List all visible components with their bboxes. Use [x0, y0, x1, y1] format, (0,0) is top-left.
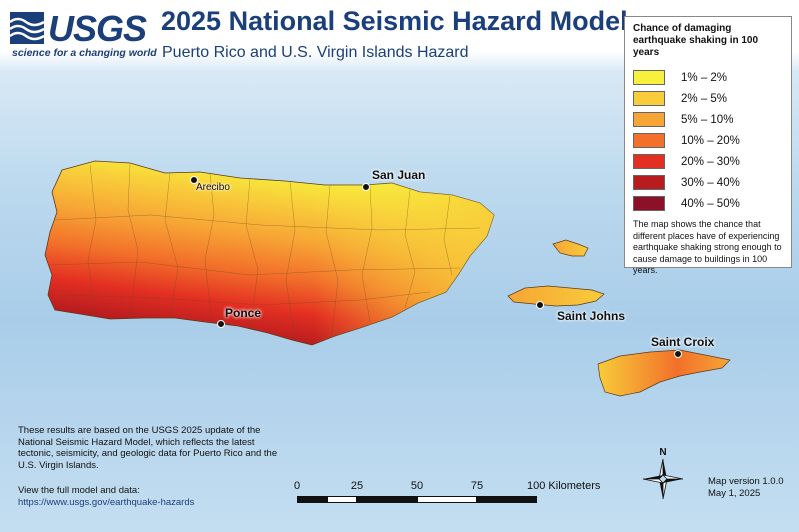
scale-tick: 0	[293, 480, 301, 492]
legend-range-label: 2% – 5%	[681, 92, 728, 105]
legend-swatch	[633, 112, 665, 127]
scale-segment	[477, 496, 537, 503]
legend-swatch	[633, 70, 665, 85]
scale-tick: 100 Kilometers	[527, 480, 601, 492]
scale-segment	[417, 496, 477, 503]
legend-swatch	[633, 196, 665, 211]
legend-range-label: 30% – 40%	[681, 176, 740, 189]
label-ponce: Ponce	[225, 306, 262, 320]
puerto-rico-east-overlay	[45, 161, 494, 345]
legend-item: 1% – 2%	[633, 67, 783, 88]
saint-thomas-island	[552, 239, 589, 257]
label-saint-croix: Saint Croix	[651, 335, 715, 349]
legend-range-label: 10% – 20%	[681, 134, 740, 147]
legend-range-label: 1% – 2%	[681, 71, 728, 84]
usgs-tagline: science for a changing world	[12, 47, 157, 59]
scale-tick: 25	[350, 480, 364, 492]
scale-segment	[327, 496, 357, 503]
map-version: Map version 1.0.0 May 1, 2025	[708, 476, 784, 500]
legend-description: The map shows the chance that different …	[633, 219, 782, 275]
ponce-dot	[217, 320, 225, 328]
earthquake-hazards-link[interactable]: https://www.usgs.gov/earthquake-hazards	[18, 497, 195, 508]
legend-item: 5% – 10%	[633, 109, 783, 130]
san-juan-dot	[362, 183, 370, 191]
arecibo-dot	[190, 176, 198, 184]
usgs-wordmark: USGS	[48, 8, 147, 49]
map-title: 2025 National Seismic Hazard Model	[161, 6, 628, 36]
legend-swatch	[633, 175, 665, 190]
legend-range-label: 40% – 50%	[681, 197, 740, 210]
usgs-wave-icon	[10, 12, 45, 44]
legend-item: 20% – 30%	[633, 151, 783, 172]
legend-item: 30% – 40%	[633, 172, 783, 193]
legend-swatch	[633, 133, 665, 148]
saint-johns-dot	[536, 301, 544, 309]
north-label: N	[659, 447, 666, 458]
saint-johns-island	[507, 285, 605, 307]
legend-title: Chance of damaging earthquake shaking in…	[633, 23, 759, 58]
legend-item: 10% – 20%	[633, 130, 783, 151]
legend-swatch	[633, 154, 665, 169]
saint-croix-island	[597, 349, 731, 397]
legend-list: 1% – 2% 2% – 5% 5% – 10% 10% – 20% 20% – 30%…	[633, 67, 783, 214]
map-subtitle: Puerto Rico and U.S. Virgin Islands Haza…	[162, 44, 469, 61]
legend-range-label: 20% – 30%	[681, 155, 740, 168]
model-footnote: These results are based on the USGS 2025…	[18, 425, 278, 471]
version-date: May 1, 2025	[708, 488, 761, 499]
version-number: Map version 1.0.0	[708, 476, 784, 487]
legend-item: 2% – 5%	[633, 88, 783, 109]
link-label: View the full model and data:	[18, 485, 140, 496]
label-arecibo: Arecibo	[196, 182, 230, 193]
legend-swatch	[633, 91, 665, 106]
scale-tick: 75	[470, 480, 484, 492]
label-saint-johns: Saint Johns	[557, 309, 626, 323]
scale-tick: 50	[410, 480, 424, 492]
scale-bar: 0 25 50 75 100 Kilometers	[293, 480, 617, 520]
municipality-boundaries	[49, 163, 481, 341]
scale-segment	[297, 496, 327, 503]
label-san-juan: San Juan	[372, 168, 426, 182]
legend-range-label: 5% – 10%	[681, 113, 734, 126]
scale-segment	[357, 496, 417, 503]
north-arrow-icon: N	[642, 447, 684, 500]
legend-item: 40% – 50%	[633, 193, 783, 214]
legend-panel: Chance of damaging earthquake shaking in…	[624, 16, 792, 275]
saint-croix-dot	[674, 350, 682, 358]
